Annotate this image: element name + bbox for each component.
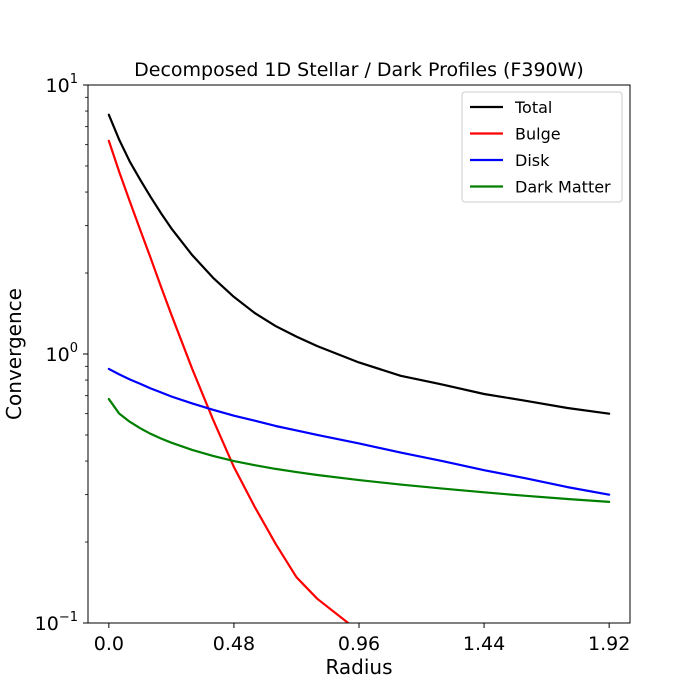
x-tick-label: 0.96 [338,633,380,655]
legend-label-bulge: Bulge [515,125,561,144]
x-tick-label: 1.92 [588,633,630,655]
chart-title: Decomposed 1D Stellar / Dark Profiles (F… [134,59,584,81]
y-tick-label-exponent: 1 [70,72,78,87]
legend-label-total: Total [514,98,552,117]
y-tick-label: 10−1 [35,610,78,635]
y-tick-label-base: 10 [46,75,70,97]
y-tick-label-exponent: 0 [70,341,78,356]
x-axis-label: Radius [325,655,392,679]
y-tick-label: 100 [46,341,78,366]
y-tick-label: 101 [46,72,78,97]
x-tick-label: 1.44 [463,633,505,655]
legend-label-dark-matter: Dark Matter [515,178,611,197]
series-line-bulge [107,139,350,623]
y-axis-label: Convergence [2,288,26,420]
y-tick-label-base: 10 [35,613,59,635]
series-line-total [107,113,611,415]
x-tick-label: 0.48 [213,633,255,655]
series-layer [107,113,611,623]
y-tick-label-base: 10 [46,344,70,366]
y-tick-label-exponent: −1 [59,610,78,625]
plot-area-frame [87,84,631,624]
legend-label-disk: Disk [515,151,550,170]
legend-box [461,91,623,203]
legend: Total Bulge Disk Dark Matter [461,91,623,203]
series-line-disk [107,367,611,496]
x-tick-label: 0.0 [94,633,124,655]
series-line-dark-matter [107,397,611,503]
